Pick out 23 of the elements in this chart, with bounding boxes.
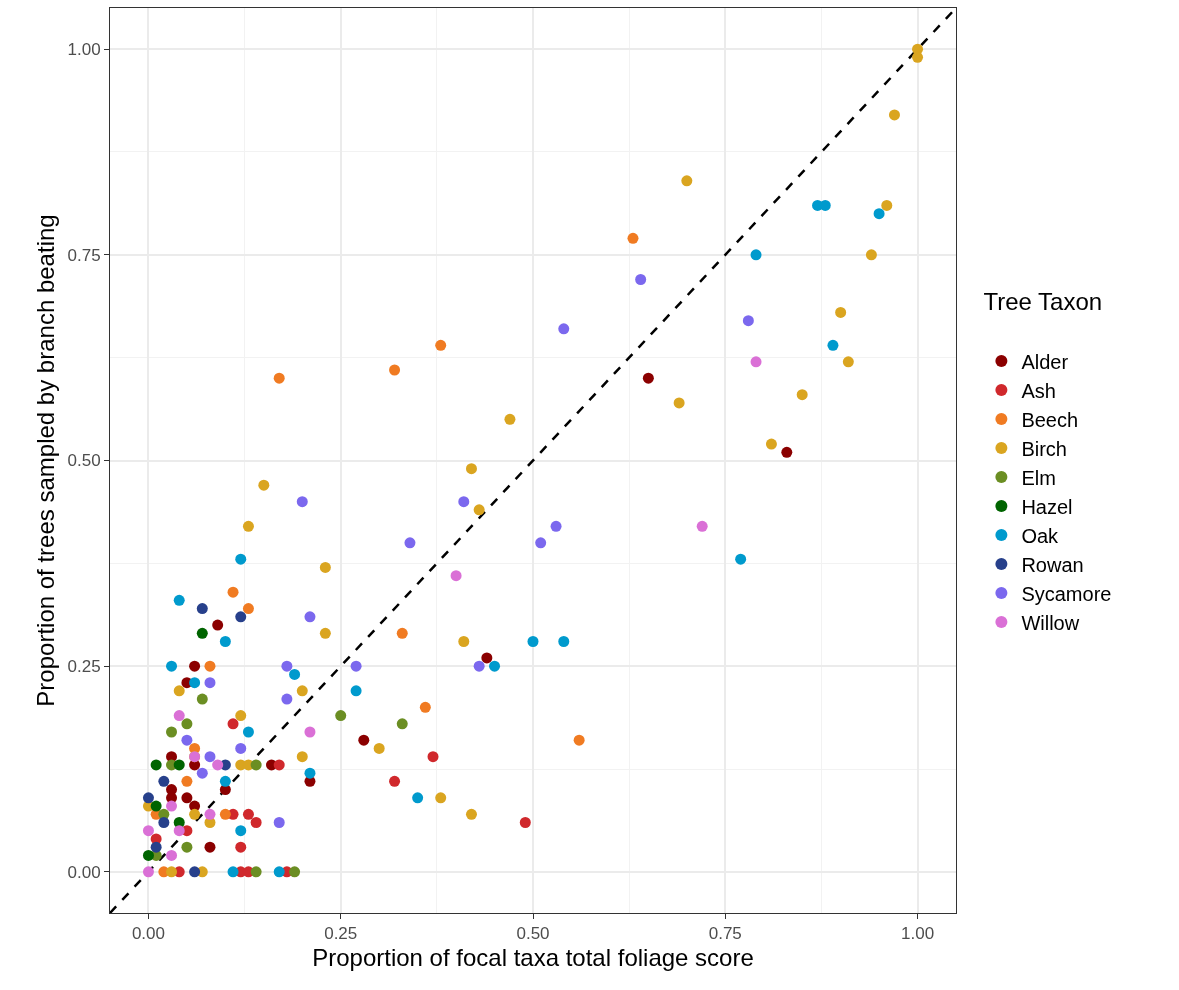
legend-label: Ash [1021,379,1056,402]
x-axis-title: Proportion of focal taxa total foliage score [312,943,754,971]
x-tick-label: 0.25 [324,924,358,944]
x-tick-label: 1.00 [901,924,935,944]
legend-label: Sycamore [1021,582,1112,605]
legend-label: Oak [1021,524,1060,547]
x-tick-label: 0.75 [708,924,742,944]
y-tick-label: 1.00 [67,40,101,60]
y-tick-label: 0.00 [67,862,101,882]
legend-title: Tree Taxon [983,288,1103,316]
y-axis-title: Proportion of trees sampled by branch beating [31,214,59,707]
legend-label: Elm [1021,466,1056,489]
x-tick-label: 0.50 [516,924,550,944]
legend-label: Alder [1021,350,1069,373]
legend-label: Willow [1021,611,1080,634]
y-tick-label: 0.75 [67,245,101,265]
legend-label: Rowan [1021,553,1084,576]
x-tick-label: 0.00 [131,924,165,944]
legend-label: Hazel [1021,495,1073,518]
legend-label: Birch [1021,437,1067,460]
y-tick-label: 0.25 [67,657,101,677]
legend-label: Beech [1021,408,1079,431]
y-tick-label: 0.50 [67,451,101,471]
